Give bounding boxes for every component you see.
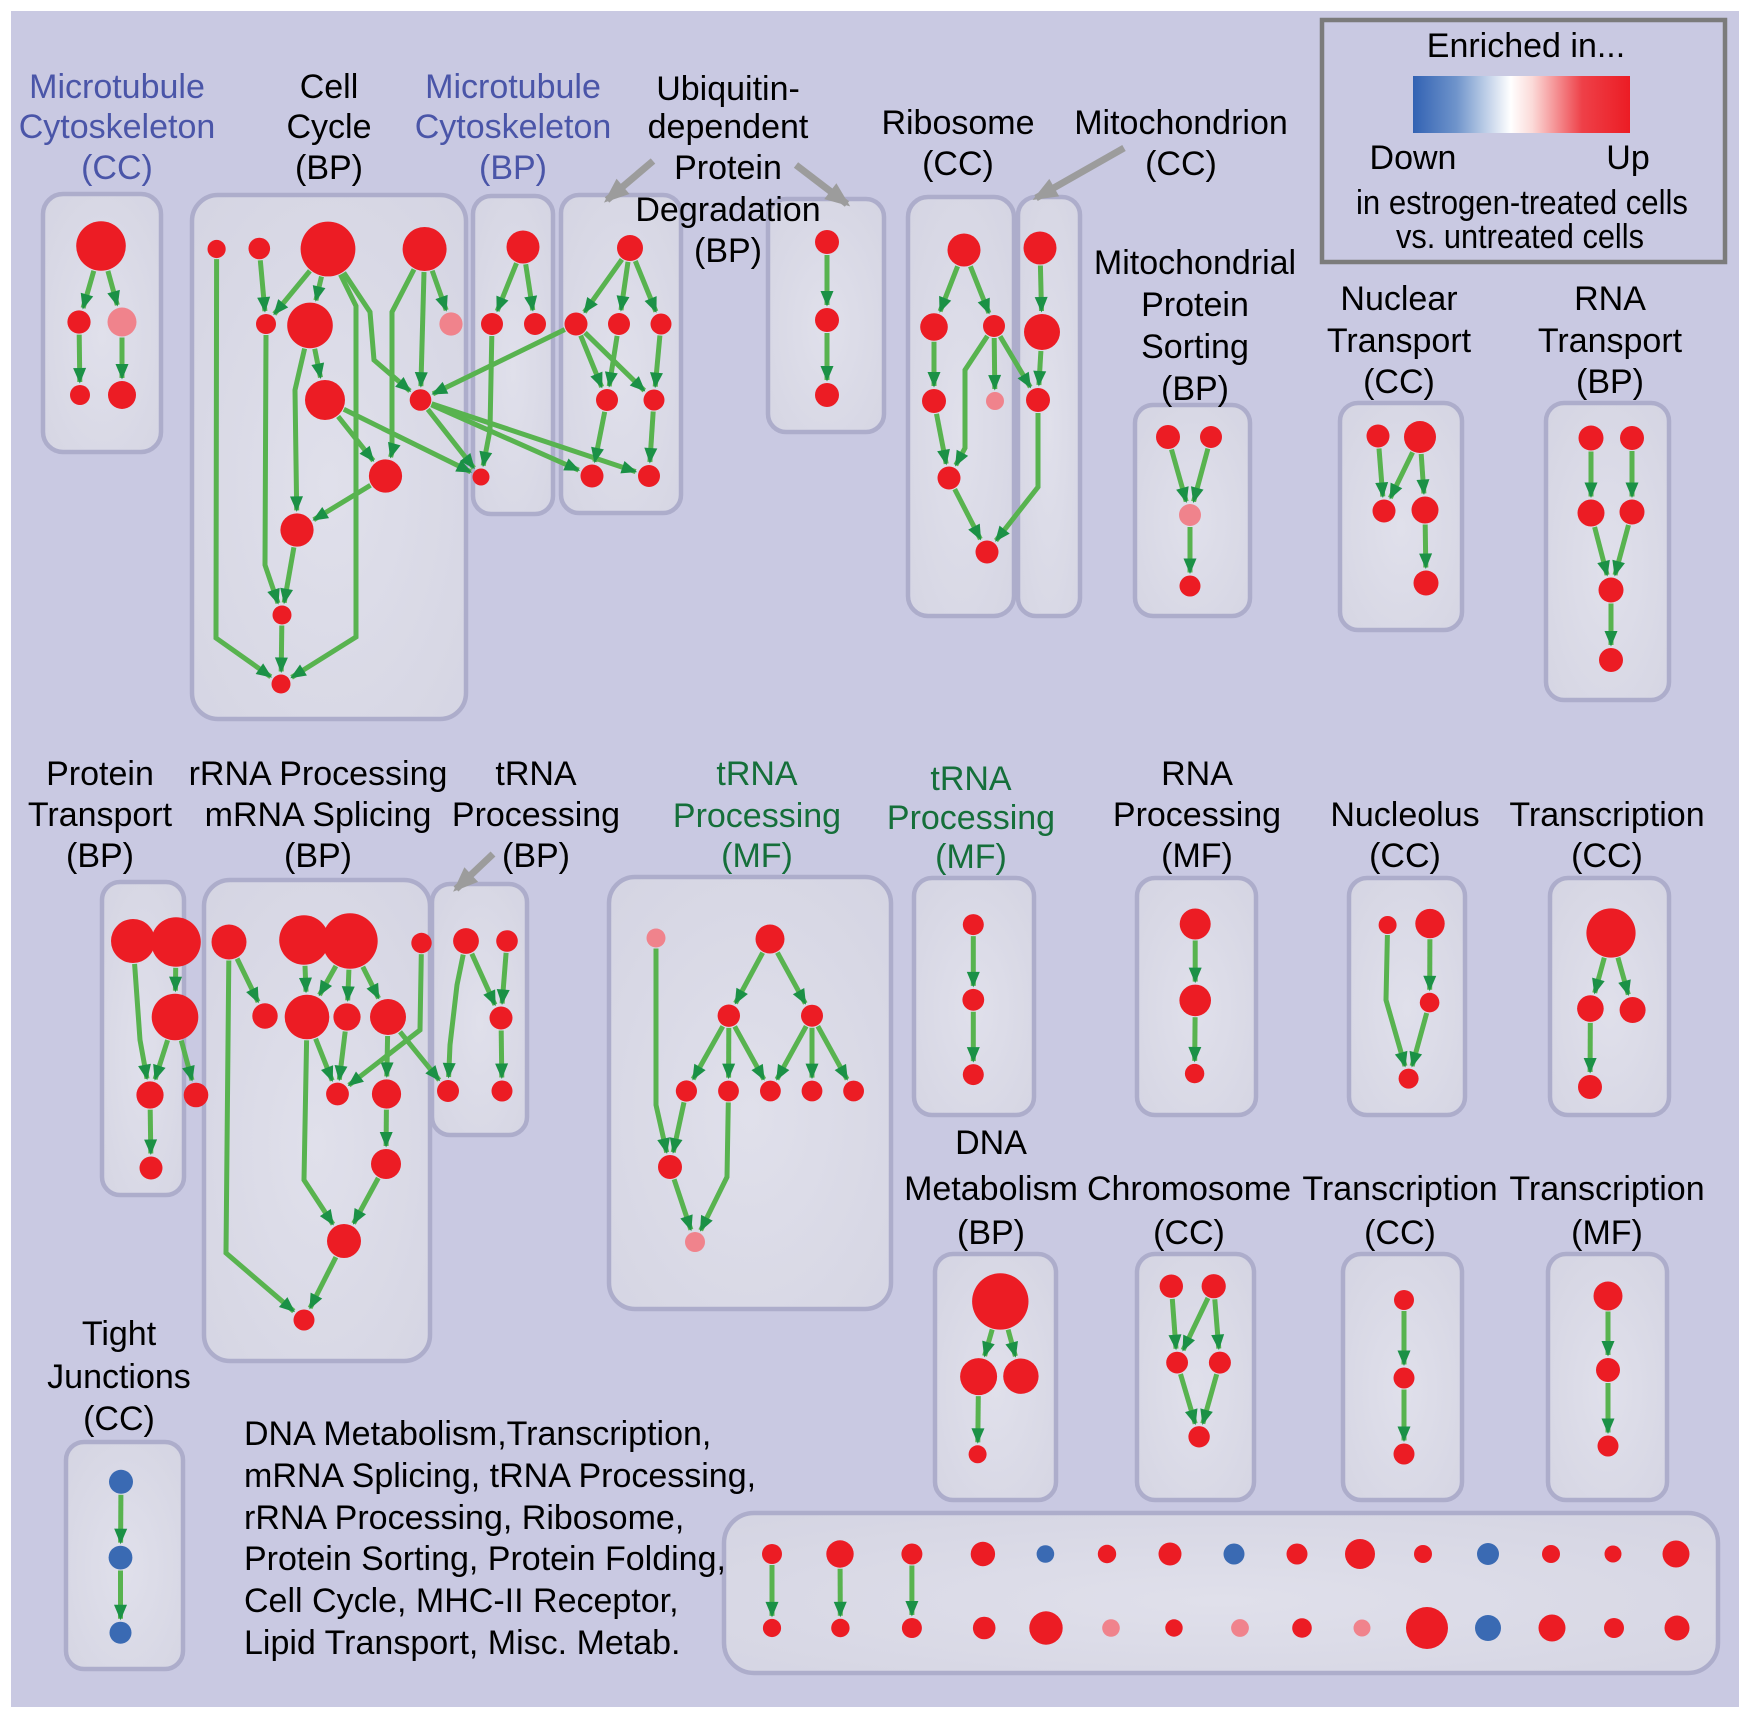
svg-text:Cycle: Cycle [286,108,371,146]
svg-text:(CC): (CC) [922,145,994,183]
svg-text:DNA: DNA [955,1124,1027,1162]
svg-text:(CC): (CC) [83,1400,155,1438]
svg-text:Cell Cycle, MHC-II Receptor,: Cell Cycle, MHC-II Receptor, [244,1582,679,1620]
svg-text:RNA: RNA [1574,280,1646,318]
svg-text:(MF): (MF) [1161,837,1233,875]
svg-text:Transport: Transport [1538,322,1683,360]
svg-text:Ribosome: Ribosome [881,104,1034,142]
svg-text:Cell: Cell [300,68,359,106]
svg-text:(BP): (BP) [284,837,352,875]
svg-text:(MF): (MF) [721,837,793,875]
svg-text:Transcription: Transcription [1509,796,1704,834]
svg-text:(BP): (BP) [66,837,134,875]
svg-text:Protein: Protein [46,755,154,793]
svg-text:(BP): (BP) [957,1214,1025,1252]
svg-text:(BP): (BP) [1161,370,1229,408]
svg-text:Transcription: Transcription [1302,1170,1497,1208]
svg-text:Mitochondrial: Mitochondrial [1094,244,1296,282]
svg-text:Cytoskeleton: Cytoskeleton [19,108,216,146]
svg-text:Protein: Protein [1141,286,1249,324]
svg-text:tRNA: tRNA [716,755,798,793]
svg-text:dependent: dependent [648,108,809,146]
svg-text:Microtubule: Microtubule [425,68,601,106]
svg-text:(CC): (CC) [1571,837,1643,875]
svg-text:Degradation: Degradation [635,191,820,229]
svg-text:Junctions: Junctions [47,1358,191,1396]
svg-text:(BP): (BP) [694,232,762,270]
svg-text:(BP): (BP) [295,149,363,187]
svg-text:Nuclear: Nuclear [1340,280,1457,318]
svg-text:in estrogen-treated cells: in estrogen-treated cells [1356,184,1688,222]
svg-text:rRNA Processing: rRNA Processing [189,755,448,793]
svg-text:Mitochondrion: Mitochondrion [1074,104,1288,142]
svg-text:(CC): (CC) [1369,837,1441,875]
svg-text:Processing: Processing [673,797,841,835]
svg-text:Protein: Protein [674,149,782,187]
svg-text:Down: Down [1370,139,1457,177]
svg-text:(BP): (BP) [502,837,570,875]
svg-text:RNA: RNA [1161,755,1233,793]
svg-text:Cytoskeleton: Cytoskeleton [415,108,612,146]
svg-text:Tight: Tight [82,1315,157,1353]
svg-text:(BP): (BP) [1576,363,1644,401]
svg-text:(MF): (MF) [1571,1214,1643,1252]
svg-text:Transcription: Transcription [1509,1170,1704,1208]
svg-text:Ubiquitin-: Ubiquitin- [656,70,800,108]
svg-text:tRNA: tRNA [930,760,1012,798]
svg-text:rRNA Processing, Ribosome,: rRNA Processing, Ribosome, [244,1499,684,1537]
svg-text:Up: Up [1606,139,1649,177]
svg-text:mRNA Splicing, tRNA Processing: mRNA Splicing, tRNA Processing, [244,1457,756,1495]
svg-text:vs. untreated cells: vs. untreated cells [1396,218,1644,256]
svg-text:Processing: Processing [452,796,620,834]
svg-text:(CC): (CC) [1364,1214,1436,1252]
svg-text:Enriched in...: Enriched in... [1427,27,1625,65]
svg-text:Processing: Processing [887,799,1055,837]
svg-text:Sorting: Sorting [1141,328,1249,366]
svg-text:(CC): (CC) [1145,145,1217,183]
svg-text:DNA Metabolism,Transcription,: DNA Metabolism,Transcription, [244,1415,711,1453]
svg-text:(CC): (CC) [81,149,153,187]
svg-text:Metabolism: Metabolism [904,1170,1078,1208]
svg-text:(BP): (BP) [479,149,547,187]
svg-text:Protein Sorting, Protein Foldi: Protein Sorting, Protein Folding, [244,1540,726,1578]
svg-text:Nucleolus: Nucleolus [1330,796,1479,834]
svg-text:(CC): (CC) [1363,363,1435,401]
svg-text:Chromosome: Chromosome [1087,1170,1291,1208]
svg-text:tRNA: tRNA [495,755,577,793]
svg-text:Transport: Transport [28,796,173,834]
svg-text:Lipid Transport, Misc. Metab.: Lipid Transport, Misc. Metab. [244,1624,681,1662]
svg-text:Processing: Processing [1113,796,1281,834]
svg-text:(MF): (MF) [935,838,1007,876]
svg-text:Transport: Transport [1327,322,1472,360]
svg-text:(CC): (CC) [1153,1214,1225,1252]
svg-text:mRNA Splicing: mRNA Splicing [205,796,432,834]
svg-text:Microtubule: Microtubule [29,68,205,106]
